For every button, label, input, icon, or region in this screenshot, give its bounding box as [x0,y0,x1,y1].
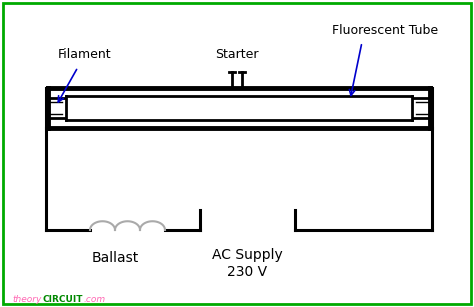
Text: Ballast: Ballast [91,251,138,265]
Text: 230 V: 230 V [227,265,267,279]
Text: AC Supply: AC Supply [211,248,283,262]
Text: Fluorescent Tube: Fluorescent Tube [332,24,438,37]
Text: Filament: Filament [58,49,112,61]
Text: theory: theory [12,294,41,304]
Text: Starter: Starter [215,49,259,61]
Text: .com: .com [83,294,105,304]
Text: CIRCUIT: CIRCUIT [43,294,83,304]
